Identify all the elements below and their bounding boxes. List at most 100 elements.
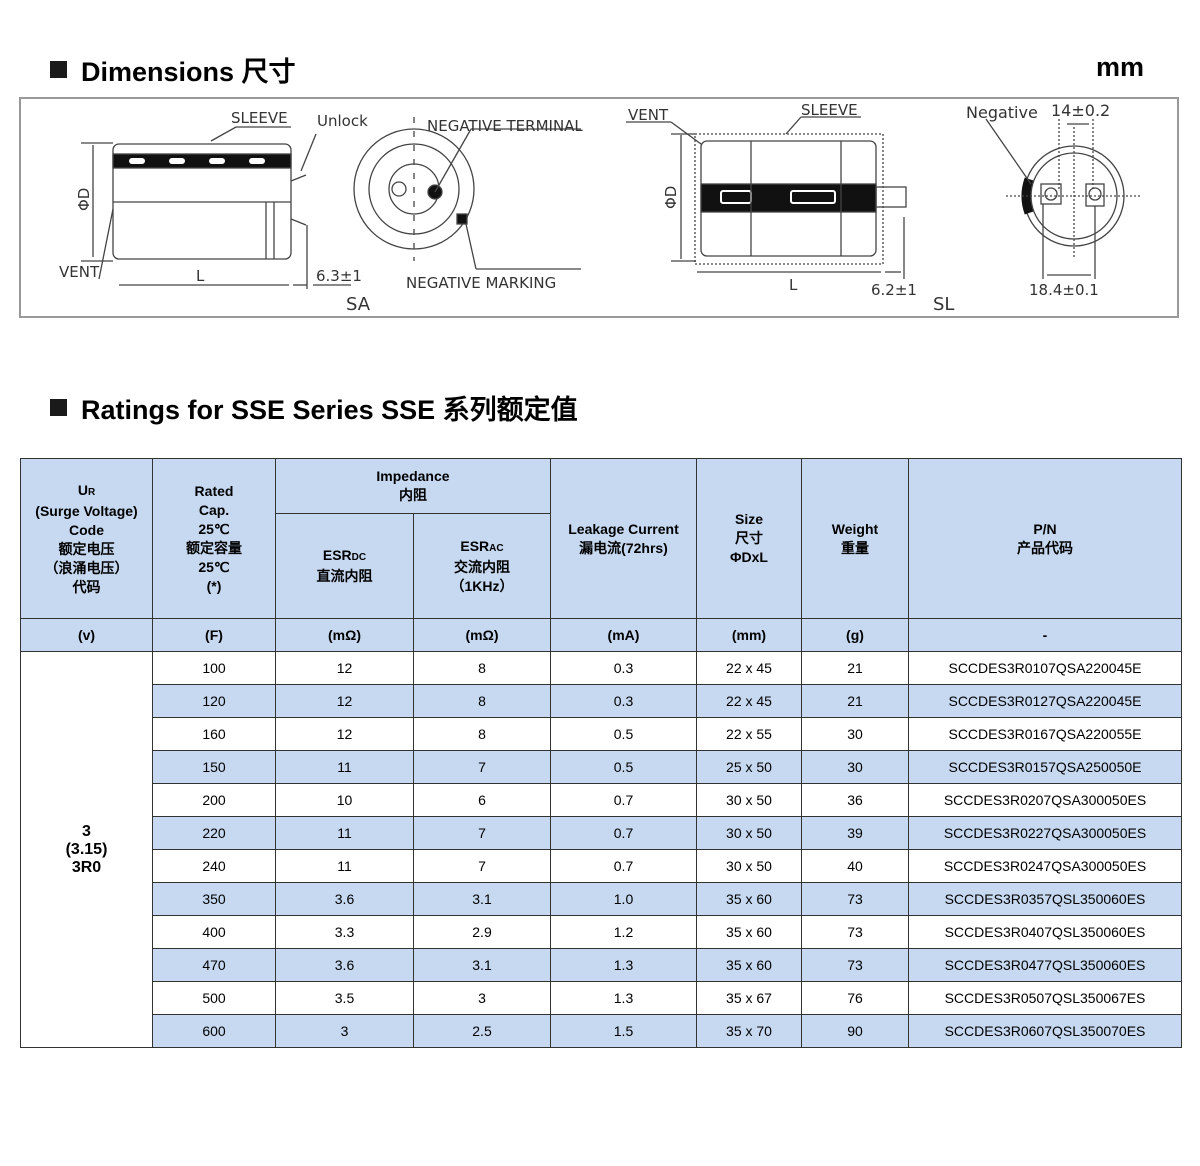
- table-cell: 22 x 55: [696, 717, 802, 751]
- table-cell: 1.3: [550, 981, 697, 1015]
- table-cell: 8: [413, 651, 551, 685]
- table-row: 120 12 8 0.3 22 x 45 21 SCCDES3R0127QSA220045E: [21, 684, 1182, 718]
- table-cell: 1.5: [550, 1014, 697, 1048]
- voltage-cell: 3 (3.15) 3R0: [20, 651, 153, 1048]
- table-cell: 3.1: [413, 882, 551, 916]
- table-cell: 0.7: [550, 783, 697, 817]
- unit-cell: (mA): [550, 618, 697, 652]
- label-sa: SA: [346, 294, 371, 315]
- table-cell: SCCDES3R0407QSL350060ES: [908, 915, 1182, 949]
- table-cell: 400: [152, 915, 276, 949]
- table-cell: 35 x 70: [696, 1014, 802, 1048]
- table-row: 500 3.5 3 1.3 35 x 67 76 SCCDES3R0507QSL350067…: [21, 981, 1182, 1015]
- table-cell: 11: [275, 750, 414, 784]
- table-cell: SCCDES3R0247QSA300050ES: [908, 849, 1182, 883]
- table-cell: 3: [275, 1014, 414, 1048]
- table-cell: 76: [801, 981, 909, 1015]
- square-bullet-icon: [50, 399, 67, 416]
- header-capacitance: Rated Cap. 25℃ 额定容量 25℃ (*): [152, 458, 276, 619]
- table-cell: SCCDES3R0227QSA300050ES: [908, 816, 1182, 850]
- table-cell: 240: [152, 849, 276, 883]
- table-row: 350 3.6 3.1 1.0 35 x 60 73 SCCDES3R0357QSL3500…: [21, 882, 1182, 916]
- table-row: 160 12 8 0.5 22 x 55 30 SCCDES3R0167QSA220055E: [21, 717, 1182, 751]
- table-cell: 0.5: [550, 717, 697, 751]
- table-cell: 470: [152, 948, 276, 982]
- table-cell: 35 x 60: [696, 882, 802, 916]
- table-cell: 7: [413, 849, 551, 883]
- table-cell: SCCDES3R0167QSA220055E: [908, 717, 1182, 751]
- table-cell: SCCDES3R0207QSA300050ES: [908, 783, 1182, 817]
- dimensions-heading: Dimensions 尺寸: [50, 50, 296, 89]
- table-cell: 12: [275, 717, 414, 751]
- label-pitch-top: 14±0.2: [1051, 101, 1110, 120]
- table-row: 240 11 7 0.7 30 x 50 40 SCCDES3R0247QSA300050E…: [21, 849, 1182, 883]
- table-row: 470 3.6 3.1 1.3 35 x 60 73 SCCDES3R0477QSL3500…: [21, 948, 1182, 982]
- label-vent-sl: VENT: [628, 106, 669, 124]
- label-vent: VENT: [59, 263, 100, 281]
- table-cell: 8: [413, 717, 551, 751]
- table-cell: 0.7: [550, 849, 697, 883]
- table-cell: SCCDES3R0607QSL350070ES: [908, 1014, 1182, 1048]
- table-cell: 3.3: [275, 915, 414, 949]
- table-cell: 73: [801, 915, 909, 949]
- label-unlock: Unlock: [317, 112, 368, 130]
- table-cell: 30 x 50: [696, 783, 802, 817]
- table-cell: SCCDES3R0127QSA220045E: [908, 684, 1182, 718]
- label-sleeve: SLEEVE: [231, 109, 288, 127]
- table-cell: 21: [801, 651, 909, 685]
- table-cell: 10: [275, 783, 414, 817]
- header-esr-ac: ESRAC 交流内阻 （1KHz）: [413, 513, 551, 619]
- header-pn: P/N 产品代码: [908, 458, 1182, 619]
- table-cell: SCCDES3R0357QSL350060ES: [908, 882, 1182, 916]
- table-row: 400 3.3 2.9 1.2 35 x 60 73 SCCDES3R0407QSL3500…: [21, 915, 1182, 949]
- table-cell: SCCDES3R0507QSL350067ES: [908, 981, 1182, 1015]
- table-cell: 3.5: [275, 981, 414, 1015]
- table-cell: 35 x 60: [696, 915, 802, 949]
- table-cell: 12: [275, 651, 414, 685]
- ratings-table: UR (Surge Voltage) Code 额定电压 （浪涌电压） 代码 Rated C…: [20, 458, 1182, 1048]
- header-voltage: UR (Surge Voltage) Code 额定电压 （浪涌电压） 代码: [20, 458, 153, 619]
- table-cell: 0.5: [550, 750, 697, 784]
- table-cell: 30 x 50: [696, 816, 802, 850]
- label-l: L: [196, 267, 205, 285]
- label-sl-lead: 6.2±1: [871, 281, 917, 299]
- label-phi-d: ΦD: [75, 188, 93, 211]
- header-weight: Weight 重量: [801, 458, 909, 619]
- table-cell: SCCDES3R0107QSA220045E: [908, 651, 1182, 685]
- unit-cell: (F): [152, 618, 276, 652]
- table-cell: 3.1: [413, 948, 551, 982]
- table-cell: 12: [275, 684, 414, 718]
- table-row: 220 11 7 0.7 30 x 50 39 SCCDES3R0227QSA300050E…: [21, 816, 1182, 850]
- label-sa-lead: 6.3±1: [316, 267, 362, 285]
- unit-cell: (mΩ): [413, 618, 551, 652]
- table-cell: 350: [152, 882, 276, 916]
- table-cell: 30: [801, 717, 909, 751]
- table-cell: 73: [801, 882, 909, 916]
- label-sleeve-sl: SLEEVE: [801, 101, 858, 119]
- table-cell: SCCDES3R0477QSL350060ES: [908, 948, 1182, 982]
- header-esr-dc: ESRDC 直流内阻: [275, 513, 414, 619]
- unit-cell: (v): [20, 618, 153, 652]
- table-cell: 22 x 45: [696, 684, 802, 718]
- table-cell: 0.3: [550, 684, 697, 718]
- table-cell: 120: [152, 684, 276, 718]
- table-cell: 11: [275, 849, 414, 883]
- header-impedance: Impedance 内阻: [275, 458, 551, 514]
- table-cell: 1.0: [550, 882, 697, 916]
- unit-cell: (g): [801, 618, 909, 652]
- table-cell: 0.3: [550, 651, 697, 685]
- ratings-heading: Ratings for SSE Series SSE 系列额定值: [50, 388, 578, 427]
- label-negative-terminal: NEGATIVE TERMINAL: [427, 117, 583, 135]
- table-cell: 7: [413, 750, 551, 784]
- table-cell: 8: [413, 684, 551, 718]
- label-l-sl: L: [789, 276, 798, 294]
- table-cell: 500: [152, 981, 276, 1015]
- table-cell: 1.3: [550, 948, 697, 982]
- table-cell: 2.9: [413, 915, 551, 949]
- table-cell: 73: [801, 948, 909, 982]
- table-cell: 90: [801, 1014, 909, 1048]
- table-row: 600 3 2.5 1.5 35 x 70 90 SCCDES3R0607QSL350070…: [21, 1014, 1182, 1048]
- table-cell: 25 x 50: [696, 750, 802, 784]
- unit-label: mm: [1096, 52, 1145, 82]
- table-cell: 35 x 67: [696, 981, 802, 1015]
